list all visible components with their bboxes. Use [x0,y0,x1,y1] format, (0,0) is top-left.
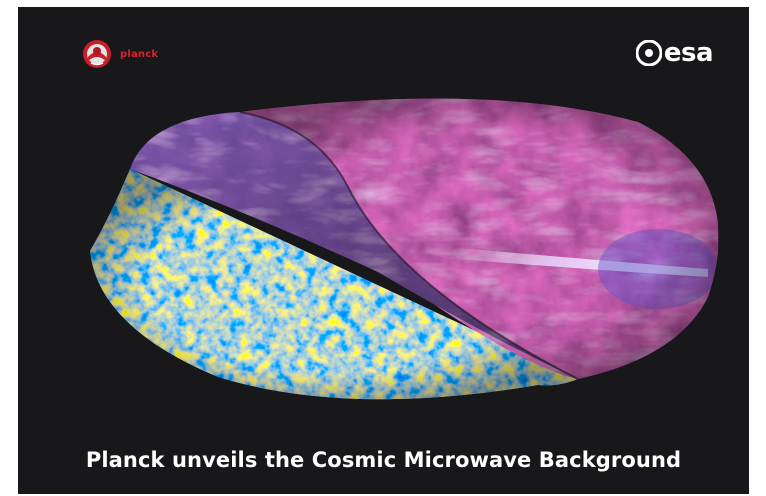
esa-wordmark: esa [663,38,714,68]
esa-emblem-icon [635,40,662,66]
planck-logo: planck [82,39,158,69]
planck-wordmark: planck [120,48,159,60]
esa-logo: esa [635,38,714,68]
poster-caption: Planck unveils the Cosmic Microwave Back… [85,448,682,472]
poster-frame: planck esa [18,7,749,494]
sky-map-illustration [90,98,719,400]
planck-emblem-icon [83,40,111,68]
